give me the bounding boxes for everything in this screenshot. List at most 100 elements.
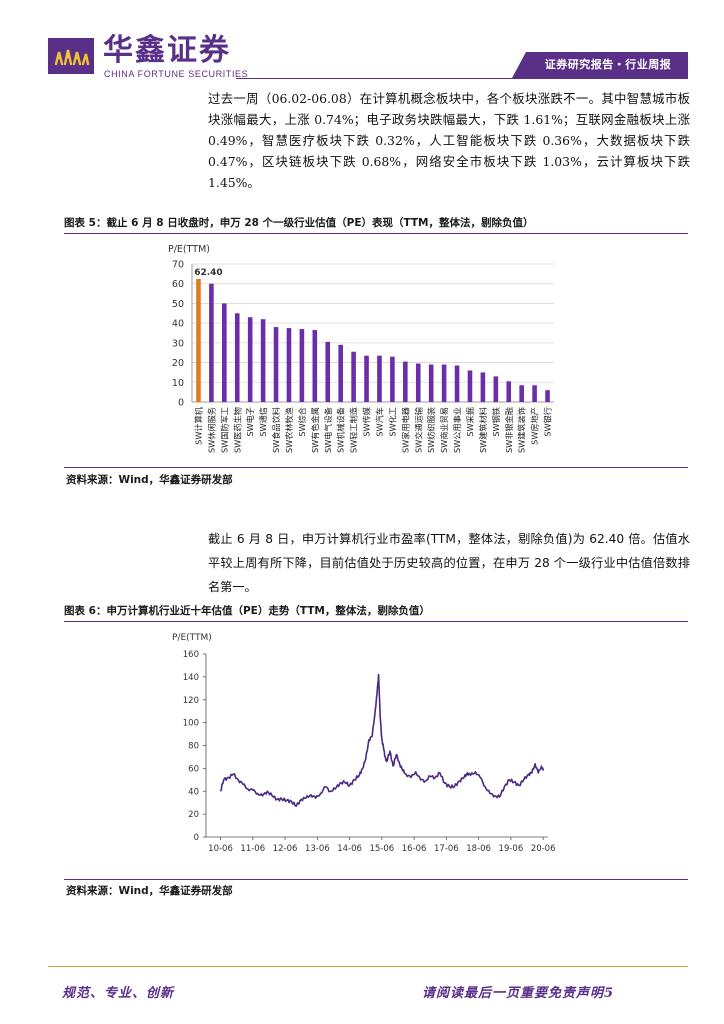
- bar: [234, 313, 240, 402]
- bar: [467, 370, 473, 402]
- y-tick-label: 40: [188, 787, 199, 797]
- x-tick-label: SW休闲服务: [206, 407, 216, 453]
- figure5-title: 图表 5：截止 6 月 8 日收盘时，申万 28 个一级行业估值（PE）表现（T…: [64, 217, 534, 229]
- x-tick-label: SW化工: [387, 407, 397, 437]
- bar: [428, 364, 434, 402]
- bar: [506, 381, 512, 402]
- bar: [441, 364, 447, 402]
- y-axis-label: P/E(TTM): [168, 244, 210, 255]
- x-tick-label: SW有色金属: [310, 407, 320, 453]
- pe-valuation-summary: 截止 6 月 8 日，申万计算机行业市盈率(TTM，整体法，剔除负值)为 62.…: [208, 532, 690, 594]
- report-type-banner: [512, 52, 688, 78]
- x-tick-label: SW采掘: [465, 407, 475, 437]
- bar: [415, 363, 421, 402]
- figure5-source: 资料来源：Wind，华鑫证券研发部: [66, 474, 233, 486]
- figure6-source: 资料来源：Wind，华鑫证券研发部: [66, 885, 233, 897]
- bar: [196, 278, 201, 402]
- bar: [273, 327, 279, 402]
- figure6-bottom-rule: [64, 879, 688, 880]
- x-tick-label: SW通信: [258, 407, 268, 437]
- x-tick-label: SW计算机: [193, 406, 203, 445]
- x-tick-label: 19-06: [499, 844, 524, 854]
- report-type-label: 证券研究报告・行业周报: [544, 58, 672, 71]
- y-tick-label: 100: [183, 719, 199, 729]
- y-tick-label: 10: [172, 378, 184, 389]
- x-tick-label: SW建筑装饰: [517, 407, 527, 453]
- x-tick-label: SW汽车: [374, 407, 384, 437]
- company-name-en: CHINA FORTUNE SECURITIES: [104, 69, 249, 79]
- bar: [545, 390, 550, 402]
- y-axis-label: P/E(TTM): [172, 633, 212, 643]
- x-tick-label: 12-06: [273, 844, 298, 854]
- x-tick-label: SW房地产: [530, 407, 540, 445]
- pe-series-line: [219, 673, 544, 807]
- y-tick-label: 80: [188, 742, 199, 752]
- y-tick-label: 40: [172, 319, 184, 330]
- x-tick-label: SW轻工制造: [349, 407, 359, 453]
- footer-slogan: 规范、专业、创新: [62, 986, 175, 1001]
- footer-rule: [48, 966, 688, 967]
- bar: [338, 344, 343, 402]
- x-tick-label: 15-06: [369, 844, 394, 854]
- x-tick-label: 17-06: [434, 844, 459, 854]
- x-tick-label: 14-06: [337, 844, 362, 854]
- y-tick-label: 20: [188, 810, 199, 820]
- fortune-logo-icon: [48, 38, 94, 74]
- y-tick-label: 0: [194, 833, 199, 843]
- x-tick-label: SW公用事业: [452, 407, 462, 453]
- company-name-cn: 华鑫证券: [103, 33, 231, 68]
- bar: [260, 319, 266, 402]
- bar: [377, 355, 382, 402]
- bar: [351, 351, 356, 402]
- x-tick-label: SW机械设备: [336, 407, 346, 453]
- x-tick-label: 20-06: [531, 844, 556, 854]
- y-tick-label: 0: [178, 398, 184, 409]
- bar: [454, 365, 460, 402]
- figure6-top-rule: [64, 621, 688, 622]
- x-tick-label: 11-06: [240, 844, 265, 854]
- data-label: 62.40: [194, 268, 222, 278]
- bar: [247, 317, 253, 402]
- x-tick-label: SW非银金融: [504, 407, 514, 453]
- x-tick-label: SW家用电器: [400, 407, 410, 453]
- bar: [519, 385, 524, 402]
- x-tick-label: 18-06: [466, 844, 491, 854]
- x-tick-label: SW电气设备: [323, 407, 333, 453]
- y-tick-label: 140: [183, 673, 199, 683]
- figure6-title: 图表 6：申万计算机行业近十年估值（PE）走势（TTM，整体法，剔除负值）: [64, 605, 430, 617]
- bar: [286, 328, 292, 402]
- x-tick-label: SW商业贸易: [439, 407, 449, 453]
- bar: [222, 303, 227, 402]
- x-tick-label: 13-06: [305, 844, 330, 854]
- figure5-top-rule: [64, 233, 688, 234]
- footer-disclaimer: 请阅读最后一页重要免责声明5: [422, 982, 614, 1001]
- x-tick-label: 16-06: [402, 844, 427, 854]
- bar: [532, 385, 537, 402]
- page-number: 5: [603, 986, 614, 1001]
- bar: [312, 330, 318, 402]
- y-tick-label: 60: [172, 279, 184, 290]
- bar: [403, 361, 408, 402]
- x-tick-label: SW银行: [543, 407, 553, 437]
- y-tick-label: 120: [183, 696, 199, 706]
- x-tick-label: SW建筑材料: [478, 407, 488, 453]
- x-tick-label: SW交通运输: [413, 407, 423, 453]
- bar: [364, 355, 369, 402]
- x-tick-label: 10-06: [208, 844, 233, 854]
- y-tick-label: 70: [172, 260, 184, 271]
- header-rule: [236, 78, 688, 79]
- bar: [390, 356, 395, 402]
- x-tick-label: SW国防军工: [219, 407, 229, 453]
- bar: [480, 372, 486, 402]
- x-tick-label: SW综合: [297, 407, 307, 437]
- y-tick-label: 50: [172, 299, 184, 310]
- figure5-bottom-rule: [64, 467, 688, 468]
- y-tick-label: 20: [172, 358, 184, 369]
- y-tick-label: 60: [188, 764, 199, 774]
- x-tick-label: SW纺织服装: [426, 407, 436, 453]
- x-tick-label: SW钢铁: [491, 407, 501, 437]
- x-tick-label: SW医药生物: [232, 407, 242, 453]
- x-tick-label: SW电子: [245, 407, 255, 437]
- bar: [299, 329, 305, 402]
- y-tick-label: 160: [183, 650, 199, 660]
